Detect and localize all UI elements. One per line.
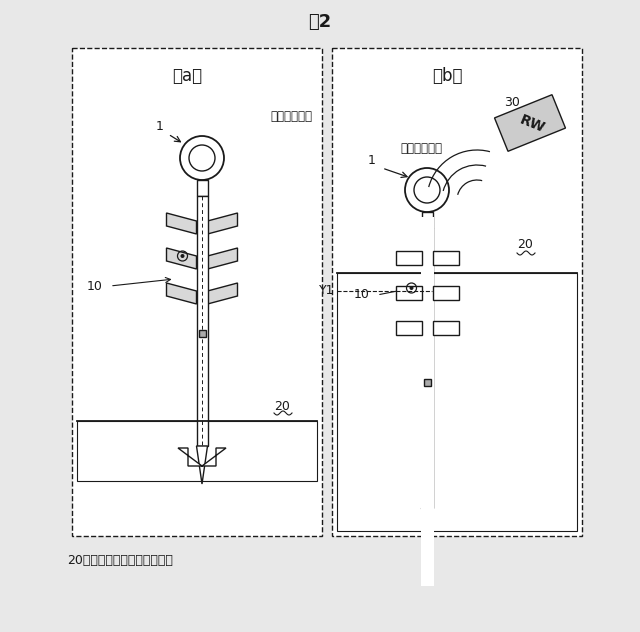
Bar [433, 251, 458, 265]
Text: 20：土（地面，施肥，苗床）: 20：土（地面，施肥，苗床） [67, 554, 173, 568]
Bar [72, 48, 322, 536]
Bar [77, 421, 317, 481]
Text: 20: 20 [517, 238, 533, 252]
Polygon shape [207, 213, 237, 234]
Text: Y1: Y1 [319, 284, 334, 298]
Text: 1: 1 [368, 154, 376, 166]
Polygon shape [166, 248, 196, 269]
Text: 10: 10 [354, 288, 370, 301]
Text: 1: 1 [156, 119, 164, 133]
Polygon shape [166, 213, 196, 234]
Bar [495, 95, 566, 151]
Polygon shape [207, 283, 237, 304]
Bar [198, 330, 205, 337]
Polygon shape [196, 446, 207, 484]
Bar [422, 212, 433, 228]
Bar [433, 321, 458, 335]
Bar [396, 251, 422, 265]
Polygon shape [207, 248, 237, 269]
Bar [196, 180, 207, 196]
Text: （生育環境）: （生育環境） [270, 109, 312, 123]
Text: 囲2: 囲2 [308, 13, 332, 31]
Bar [337, 273, 577, 531]
Polygon shape [178, 448, 226, 466]
Bar [396, 321, 422, 335]
Text: （b）: （b） [432, 67, 462, 85]
Text: 20: 20 [274, 399, 290, 413]
Text: RW: RW [517, 112, 547, 135]
Circle shape [410, 286, 413, 290]
Text: 30: 30 [504, 97, 520, 109]
Text: 10: 10 [87, 279, 103, 293]
Bar [77, 421, 317, 481]
Bar [433, 286, 458, 300]
Bar [337, 273, 577, 531]
Bar [424, 379, 431, 386]
Polygon shape [422, 508, 433, 546]
Text: （a）: （a） [172, 67, 202, 85]
Bar [420, 217, 433, 586]
Bar [332, 48, 582, 536]
Circle shape [180, 254, 184, 258]
Text: （生育環境）: （生育環境） [400, 142, 442, 154]
Polygon shape [166, 283, 196, 304]
Bar [396, 286, 422, 300]
Bar [422, 228, 433, 508]
Bar [196, 196, 207, 446]
